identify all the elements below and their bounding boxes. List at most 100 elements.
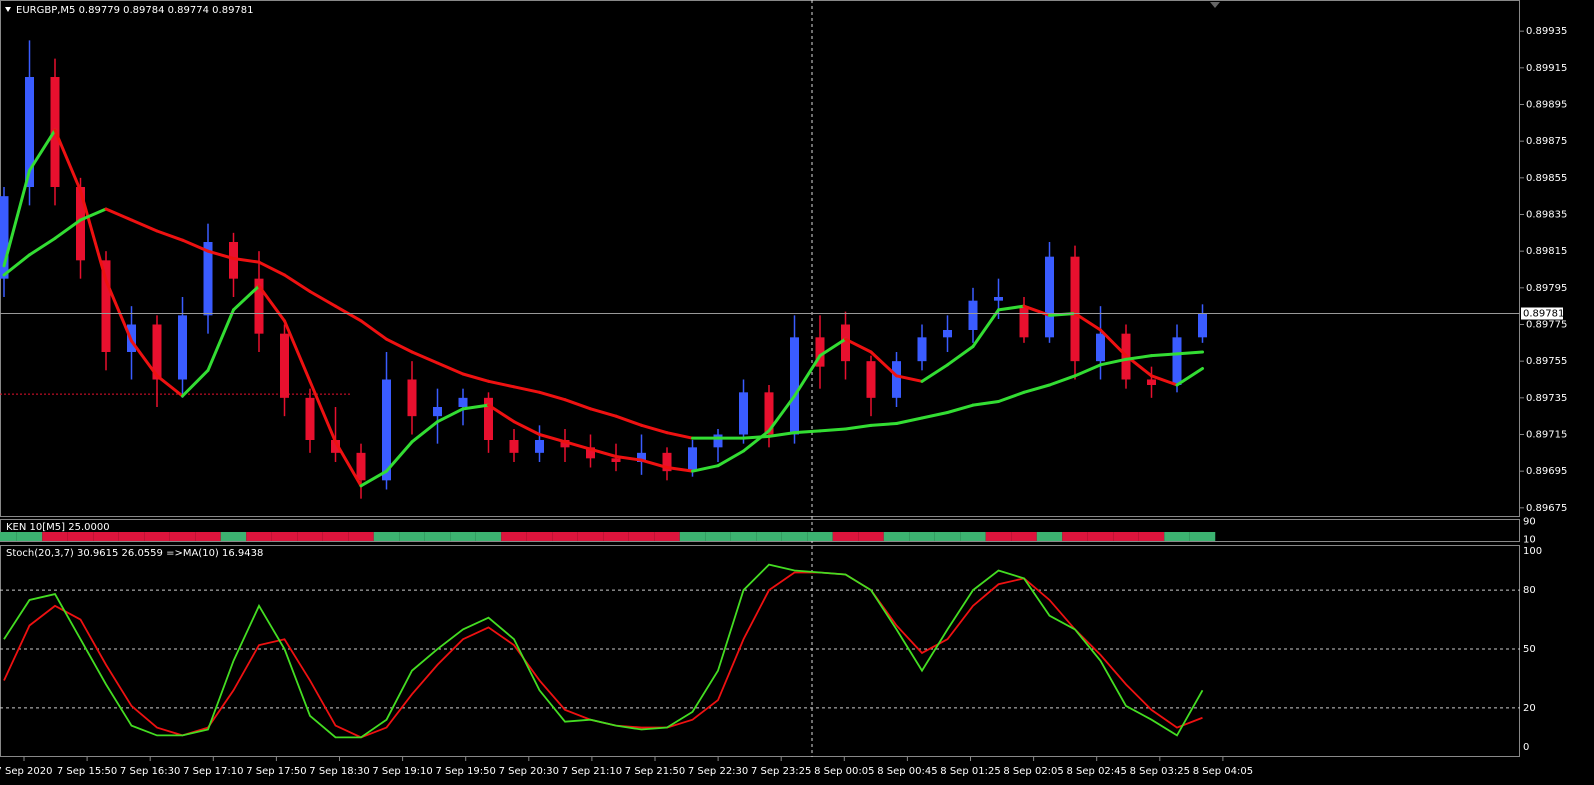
moving-average — [1150, 374, 1179, 387]
candle-body — [1045, 256, 1054, 338]
moving-average — [997, 304, 1026, 312]
moving-average — [2, 253, 31, 277]
moving-average — [1124, 354, 1153, 361]
ken-segment — [730, 532, 757, 541]
moving-average — [665, 466, 694, 473]
ken-segment — [679, 532, 706, 541]
ken-segment — [501, 532, 527, 541]
ken-segment — [450, 532, 476, 541]
ken-segment — [271, 532, 298, 541]
moving-average — [844, 337, 873, 354]
symbol-menu[interactable] — [5, 7, 11, 12]
candle-body — [866, 361, 876, 398]
y-tick-label: 0.89835 — [1526, 210, 1567, 221]
candle-body — [305, 397, 315, 440]
moving-average — [28, 236, 57, 257]
candle-body — [535, 440, 544, 453]
current-price-box — [1521, 307, 1563, 320]
moving-average — [206, 308, 235, 372]
ken-frame — [0, 519, 1520, 542]
moving-average — [1048, 374, 1077, 387]
moving-average — [1175, 350, 1204, 356]
ken-segment — [832, 532, 859, 541]
ken-segment — [960, 532, 986, 541]
moving-average — [512, 385, 541, 394]
moving-average — [512, 420, 541, 436]
candle-body — [509, 440, 519, 453]
candle-body — [229, 242, 238, 279]
candle-body — [484, 397, 493, 440]
ken-segment — [1036, 532, 1063, 541]
moving-average — [155, 374, 184, 398]
y-tick-label: 0.89895 — [1526, 100, 1567, 111]
ken-segment — [577, 532, 604, 541]
y-tick-label: 20 — [1523, 703, 1536, 714]
x-tick-label: 7 Sep 20:30 — [499, 766, 559, 777]
moving-average — [410, 420, 439, 444]
moving-average — [1022, 383, 1051, 394]
moving-average — [844, 423, 873, 431]
candle-body — [560, 440, 570, 448]
candle-body — [356, 452, 366, 481]
ken-segment — [144, 532, 170, 541]
y-tick-label: 90 — [1523, 516, 1536, 527]
y-tick-label: 50 — [1523, 644, 1536, 655]
moving-average — [130, 339, 159, 378]
moving-average — [589, 447, 618, 458]
candle-body — [152, 324, 162, 380]
candle-body — [25, 77, 34, 187]
y-tick-label: 0.89695 — [1526, 466, 1567, 477]
x-tick-label: 7 Sep 17:50 — [246, 766, 306, 777]
moving-average — [359, 469, 388, 488]
candle-body — [76, 187, 85, 261]
candle-body — [331, 440, 340, 453]
moving-average — [538, 390, 567, 402]
moving-average — [767, 394, 796, 433]
candle-body — [815, 337, 825, 367]
ken-segment — [883, 532, 910, 541]
ken-segment — [858, 532, 884, 541]
moving-average — [28, 128, 57, 172]
x-tick-label: 8 Sep 01:25 — [940, 766, 1000, 777]
candle-body — [1070, 256, 1080, 362]
moving-average — [2, 169, 31, 268]
stoch-frame — [0, 545, 1520, 757]
ken-segment — [1011, 532, 1037, 541]
candle-body — [586, 447, 595, 459]
ken-segment — [195, 532, 221, 541]
ken-segment — [67, 532, 94, 541]
x-tick-label: 7 Sep 21:10 — [562, 766, 622, 777]
x-tick-label: 7 Sep 21:50 — [625, 766, 685, 777]
moving-average — [869, 350, 898, 378]
ken-segment — [220, 532, 247, 541]
ken-segment — [1138, 532, 1165, 541]
ken-segment — [807, 532, 833, 541]
moving-average — [946, 403, 975, 414]
moving-average — [563, 398, 592, 411]
candle-body — [841, 324, 850, 362]
y-tick-label: 0.89735 — [1526, 393, 1567, 404]
ken-segment — [603, 532, 629, 541]
moving-average — [155, 229, 184, 242]
moving-average — [359, 319, 388, 341]
candle-body — [1198, 313, 1207, 338]
x-tick-label: 8 Sep 04:05 — [1193, 766, 1253, 777]
moving-average — [997, 390, 1026, 403]
moving-average — [742, 434, 771, 440]
moving-average — [257, 260, 286, 277]
candle-body — [203, 242, 213, 316]
moving-average — [920, 411, 949, 420]
moving-average — [538, 433, 567, 444]
candle-body — [101, 260, 111, 352]
candle-body — [637, 452, 646, 462]
moving-average — [385, 337, 414, 354]
moving-average — [53, 128, 82, 193]
ken-segment — [475, 532, 502, 541]
moving-average — [614, 414, 643, 427]
ken-segment — [16, 532, 43, 541]
moving-average — [691, 464, 720, 473]
moving-average — [181, 238, 210, 253]
ken-segment — [1087, 532, 1114, 541]
ken-segment — [985, 532, 1012, 541]
moving-average — [1150, 352, 1179, 358]
